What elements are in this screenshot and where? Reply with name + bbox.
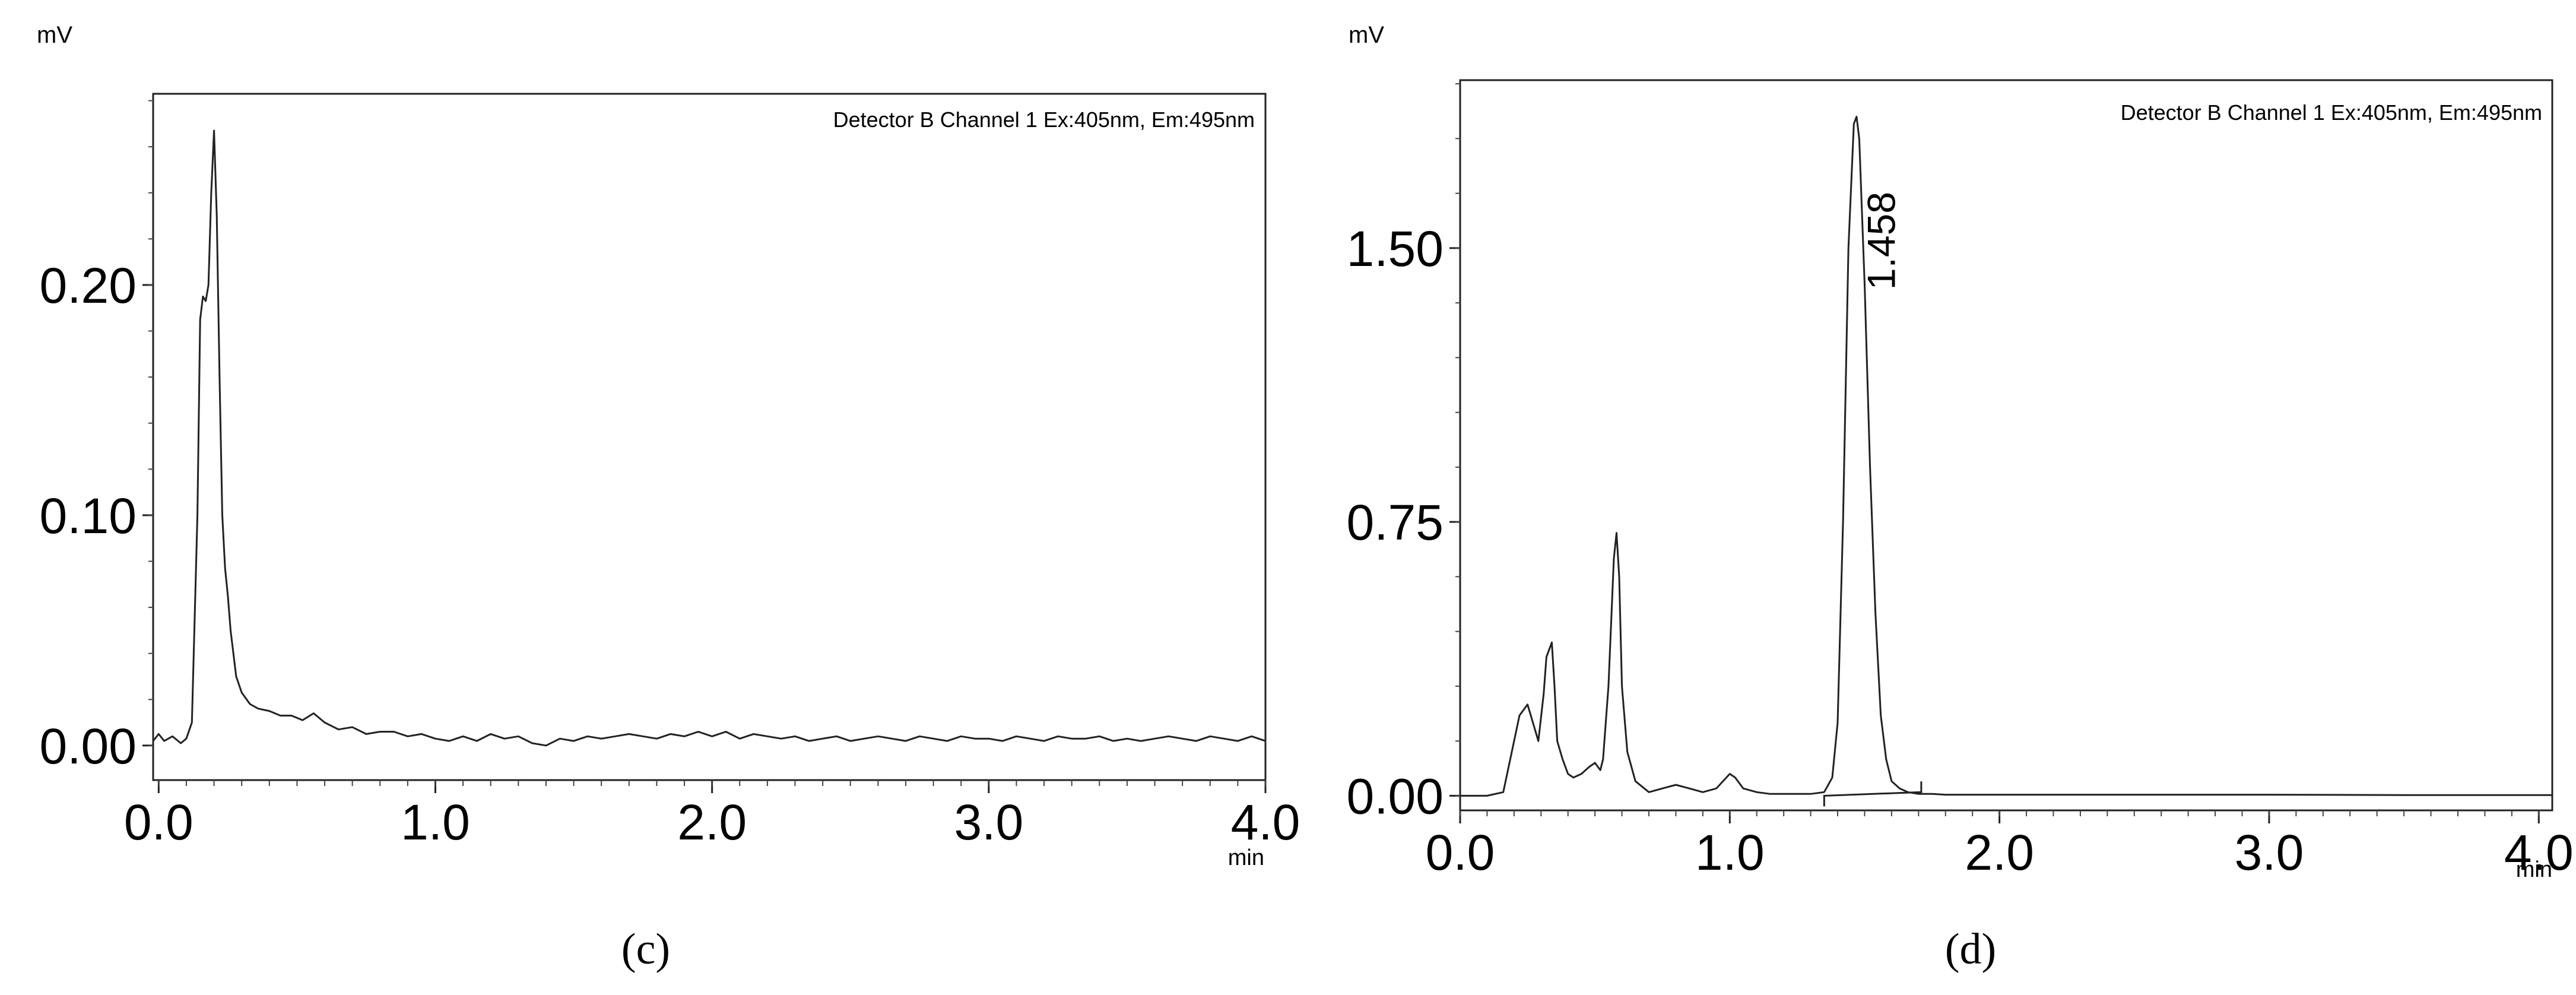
c-x-tick-label: 3.0 (954, 794, 1023, 850)
panel-c: mV Detector B Channel 1 Ex:405nm, Em:495… (37, 22, 1300, 974)
c-x-tick-label: 1.0 (401, 794, 470, 850)
panel-c-x-axis: 0.0 1.0 2.0 3.0 4.0 (124, 780, 1300, 850)
panel-c-x-unit: min (1228, 845, 1264, 870)
panel-d-x-axis: 0.0 1.0 2.0 3.0 4.0 (1426, 810, 2574, 880)
c-y-tick-label: 0.20 (40, 258, 137, 313)
panel-c-trace-line (152, 129, 1266, 747)
panel-d-detector-annotation: Detector B Channel 1 Ex:405nm, Em:495nm (2121, 100, 2542, 125)
panel-d: mV Detector B Channel 1 Ex:405nm, Em:495… (1347, 22, 2574, 974)
panel-d-peak-baseline (1823, 781, 1923, 807)
c-y-tick-label: 0.10 (40, 488, 137, 544)
d-y-tick-label: 0.00 (1347, 768, 1444, 824)
panel-d-y-unit: mV (1349, 22, 1384, 48)
panel-d-peak-label: 1.458 (1859, 192, 1903, 290)
panel-c-y-axis: 0.00 0.10 0.20 (40, 100, 153, 774)
panel-d-y-axis: 0.00 0.75 1.50 (1347, 83, 1460, 824)
d-x-tick-label: 3.0 (2235, 825, 2304, 880)
panel-d-label: (d) (1945, 925, 1996, 974)
d-x-tick-label: 0.0 (1426, 825, 1495, 880)
panel-d-plot-frame (1459, 79, 2553, 812)
c-x-tick-label: 4.0 (1231, 794, 1300, 850)
panel-d-x-unit: min (2516, 857, 2552, 882)
d-y-tick-label: 1.50 (1347, 221, 1444, 277)
c-x-tick-label: 0.0 (124, 794, 193, 850)
panel-c-detector-annotation: Detector B Channel 1 Ex:405nm, Em:495nm (833, 107, 1255, 132)
c-y-tick-label: 0.00 (40, 718, 137, 774)
panel-d-trace-line (1460, 116, 2552, 797)
panel-c-label: (c) (621, 925, 670, 974)
d-x-tick-label: 1.0 (1695, 825, 1765, 880)
panel-c-plot-frame (152, 93, 1267, 781)
d-y-tick-label: 0.75 (1347, 495, 1444, 550)
panel-c-y-unit: mV (37, 22, 72, 48)
d-x-tick-label: 2.0 (1965, 825, 2034, 880)
d-x-tick-label: 4.0 (2504, 825, 2574, 880)
c-x-tick-label: 2.0 (677, 794, 747, 850)
